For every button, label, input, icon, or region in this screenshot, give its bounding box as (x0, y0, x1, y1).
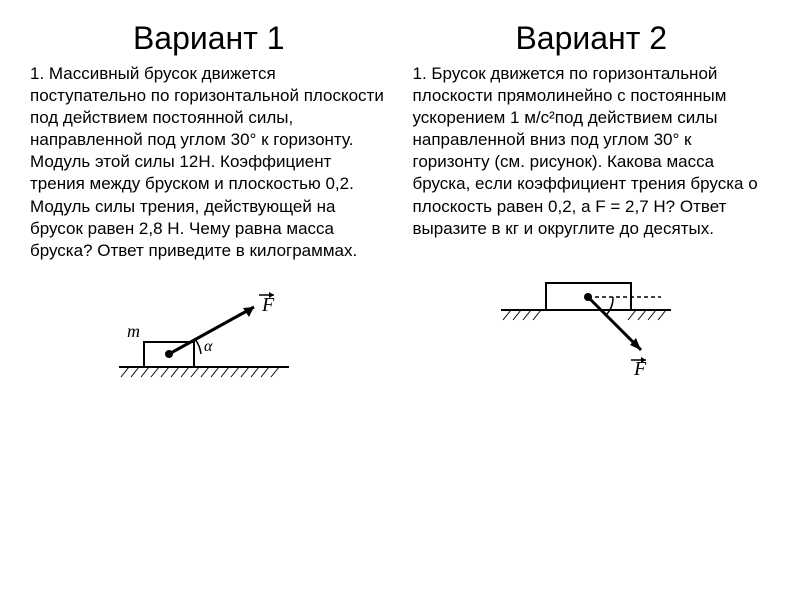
columns-container: Вариант 1 1. Массивный брусок движется п… (30, 20, 770, 407)
block-label: m (127, 321, 140, 341)
force-label-1: F (261, 294, 275, 316)
angle-label-1: α (204, 338, 213, 355)
variant2-title: Вариант 2 (413, 20, 771, 57)
variant2-diagram-wrap: F (413, 265, 771, 385)
force-label-2: F (633, 358, 647, 380)
variant1-diagram: m F α (109, 287, 309, 407)
variant1-svg: m F α (109, 287, 309, 407)
variant2-column: Вариант 2 1. Брусок движется по горизонт… (413, 20, 771, 407)
variant1-diagram-wrap: m F α (30, 287, 388, 407)
variant2-problem: 1. Брусок движется по горизонтальной пло… (413, 63, 771, 240)
variant1-title: Вариант 1 (30, 20, 388, 57)
variant1-problem: 1. Массивный брусок движется поступатель… (30, 63, 388, 262)
variant2-svg: F (491, 265, 691, 385)
variant2-diagram: F (491, 265, 691, 385)
variant1-column: Вариант 1 1. Массивный брусок движется п… (30, 20, 388, 407)
